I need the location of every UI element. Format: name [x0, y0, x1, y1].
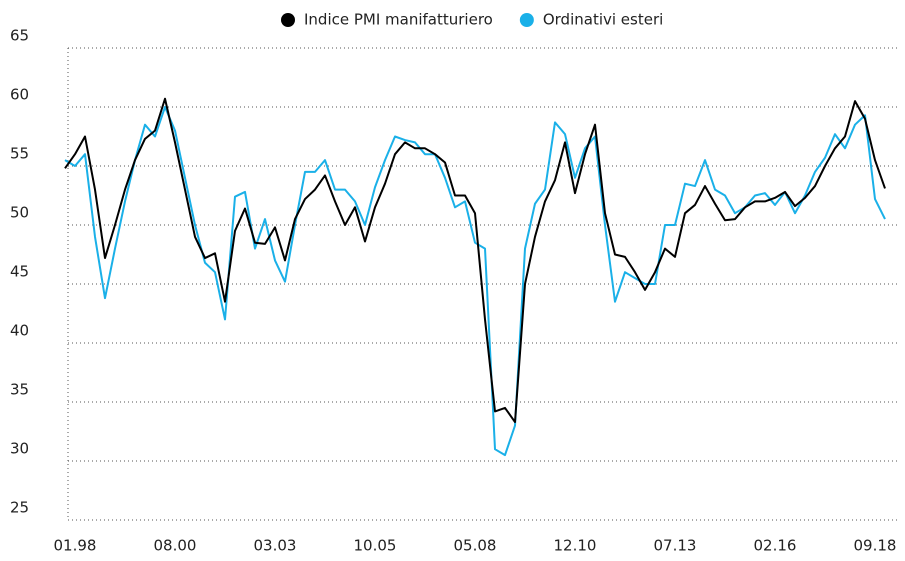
y-tick-label: 35	[10, 381, 29, 399]
x-tick-label: 03.03	[254, 537, 297, 555]
x-tick-label: 02.16	[754, 537, 797, 555]
y-tick-label: 25	[10, 499, 29, 517]
y-tick-label: 65	[10, 27, 29, 45]
series-line	[64, 97, 886, 424]
y-tick-label: 40	[10, 322, 29, 340]
x-tick-label: 10.05	[354, 537, 397, 555]
y-tick-label: 50	[10, 204, 29, 222]
x-tick-label: 05.08	[454, 537, 497, 555]
series-line	[64, 106, 886, 457]
legend-marker	[519, 13, 534, 27]
x-tick-label: 12.10	[554, 537, 597, 555]
x-tick-label: 09.18	[854, 537, 897, 555]
legend-label: Indice PMI manifatturiero	[304, 11, 493, 29]
x-tick-label: 01.98	[54, 537, 97, 555]
y-tick-label: 60	[10, 86, 29, 104]
y-tick-label: 45	[10, 263, 29, 281]
y-tick-label: 55	[10, 145, 29, 163]
y-tick-label: 30	[10, 440, 29, 458]
legend-marker	[281, 13, 295, 27]
legend-label: Ordinativi esteri	[543, 11, 663, 29]
x-tick-label: 08.00	[154, 537, 197, 555]
x-tick-label: 07.13	[654, 537, 697, 555]
